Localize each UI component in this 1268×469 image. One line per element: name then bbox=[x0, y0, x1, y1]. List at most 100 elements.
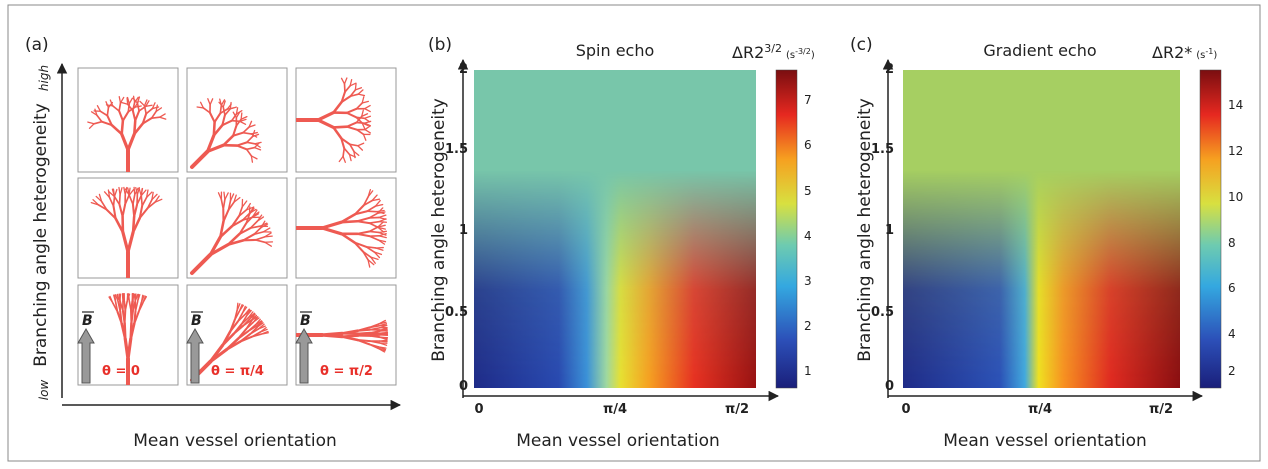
vessel bbox=[356, 220, 371, 225]
field-arrow bbox=[295, 327, 313, 384]
y-tick-label: 1.5 bbox=[871, 142, 894, 157]
vessel bbox=[357, 145, 364, 151]
vessel bbox=[100, 120, 113, 127]
vessel bbox=[254, 239, 266, 244]
vessel bbox=[361, 122, 366, 130]
vessel-tree bbox=[108, 293, 148, 385]
vessel bbox=[367, 259, 371, 268]
vessel bbox=[361, 113, 369, 118]
x-axis-label: Mean vessel orientation bbox=[516, 431, 720, 451]
vessel bbox=[119, 96, 125, 104]
vessel bbox=[120, 101, 129, 105]
vessel bbox=[120, 132, 130, 152]
angle-label: θ = π/2 bbox=[320, 364, 373, 379]
vessel bbox=[207, 98, 211, 106]
colorbar-unit: (s bbox=[786, 50, 795, 61]
vessel bbox=[367, 190, 374, 198]
vessel bbox=[357, 93, 366, 97]
vessel bbox=[136, 293, 141, 303]
vessel bbox=[343, 147, 351, 156]
vessel bbox=[245, 148, 253, 157]
vessel bbox=[362, 199, 373, 207]
y-tick-label: 2 bbox=[885, 62, 894, 77]
vessel bbox=[340, 335, 359, 342]
vessel bbox=[225, 340, 242, 351]
vessel bbox=[208, 243, 230, 257]
vessel bbox=[353, 150, 360, 157]
vessel bbox=[220, 99, 226, 106]
vessel bbox=[233, 194, 237, 203]
vessel bbox=[252, 211, 260, 218]
field-label: B bbox=[191, 313, 202, 329]
vessel bbox=[154, 195, 160, 203]
vessel bbox=[118, 109, 124, 122]
vessel bbox=[246, 141, 256, 145]
vessel bbox=[138, 207, 149, 220]
vessel bbox=[368, 226, 379, 233]
vessel bbox=[362, 250, 369, 261]
vessel bbox=[370, 256, 379, 260]
vessel bbox=[229, 106, 238, 110]
vessel bbox=[340, 77, 346, 85]
vessel bbox=[250, 155, 258, 160]
vessel bbox=[240, 112, 243, 120]
vessel bbox=[240, 116, 248, 120]
vessel bbox=[114, 294, 117, 304]
vessel bbox=[242, 126, 250, 134]
y-axis-label: Branching angle heterogeneity bbox=[31, 103, 51, 367]
colorbar-tick: 2 bbox=[804, 319, 812, 333]
vessel bbox=[357, 89, 364, 95]
vessel bbox=[252, 317, 260, 324]
vessel bbox=[145, 189, 149, 199]
vessel bbox=[96, 105, 102, 112]
vessel bbox=[260, 332, 270, 335]
vessel bbox=[209, 98, 214, 106]
vessel bbox=[240, 316, 250, 326]
vessel bbox=[249, 328, 260, 335]
x-tick-label: π/2 bbox=[725, 402, 749, 417]
vessel bbox=[345, 107, 358, 114]
vessel bbox=[208, 235, 222, 257]
vessel bbox=[251, 129, 256, 138]
vessel bbox=[354, 204, 365, 216]
vessel bbox=[340, 232, 356, 244]
y-tick-label: 1 bbox=[885, 223, 894, 238]
vessel-tree bbox=[90, 186, 163, 278]
vessel bbox=[219, 224, 234, 239]
vessel bbox=[316, 110, 336, 122]
vessel bbox=[365, 245, 376, 253]
vessel bbox=[222, 134, 235, 147]
vessel bbox=[126, 97, 129, 105]
x-axis-label: Mean vessel orientation bbox=[943, 431, 1147, 451]
vessel bbox=[369, 335, 381, 339]
vessel bbox=[250, 155, 254, 163]
colorbar-tick: 7 bbox=[804, 93, 812, 107]
panel-label: (b) bbox=[428, 35, 452, 55]
vessel bbox=[342, 155, 346, 163]
vessel bbox=[320, 226, 344, 236]
panel-label: (c) bbox=[850, 35, 873, 55]
vessel bbox=[340, 137, 351, 146]
vessel bbox=[120, 119, 125, 136]
vessel bbox=[130, 309, 134, 325]
vessel bbox=[348, 143, 359, 147]
colorbar-tick: 4 bbox=[804, 229, 812, 243]
vessel bbox=[356, 232, 371, 238]
vessel bbox=[121, 230, 130, 254]
vessel bbox=[121, 203, 127, 218]
vessel bbox=[232, 124, 238, 137]
vessel bbox=[238, 209, 248, 217]
x-tick-label: π/4 bbox=[1028, 402, 1052, 417]
vessel bbox=[134, 300, 139, 313]
vessel bbox=[349, 82, 357, 87]
vessel bbox=[361, 100, 370, 104]
vessel bbox=[111, 188, 116, 198]
colorbar-tick: 12 bbox=[1228, 144, 1243, 158]
vessel-tree bbox=[296, 189, 388, 268]
vessel bbox=[345, 121, 358, 128]
vessel bbox=[239, 118, 247, 123]
vessel bbox=[344, 84, 351, 93]
vessel bbox=[259, 328, 268, 333]
vessel bbox=[237, 330, 250, 340]
